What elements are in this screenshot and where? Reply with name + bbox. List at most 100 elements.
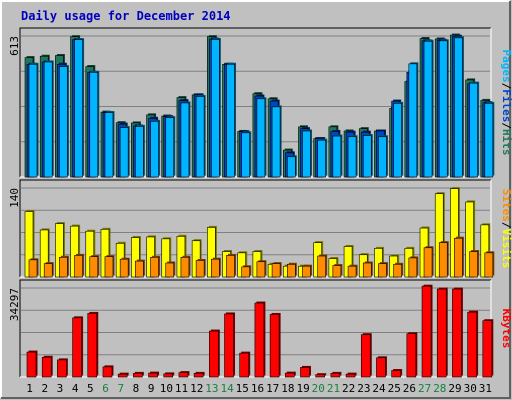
- bar-pages-day-21: [332, 135, 342, 178]
- bar-pages-day-13: [211, 39, 220, 178]
- bar-pages-day-7: [119, 127, 129, 178]
- bar-pages-day-19: [302, 130, 311, 178]
- bar-pages-day-11: [180, 102, 190, 178]
- legend-visits-sites: Sites/Visits: [500, 189, 512, 269]
- bar-sites-day-13: [211, 258, 220, 278]
- bar-kbytes-day-1: [26, 351, 37, 378]
- bar-pages-day-3: [59, 66, 68, 178]
- x-tick-label-day-23: 23: [357, 382, 370, 395]
- bar-kbytes-day-16: [254, 302, 265, 378]
- bar-pages-day-22: [347, 136, 357, 178]
- bar-pages-day-9: [150, 121, 159, 178]
- bar-sites-day-19: [302, 265, 311, 278]
- x-tick-label-day-11: 11: [175, 382, 188, 395]
- x-tick-label-day-10: 10: [160, 382, 173, 395]
- bar-sites-day-16: [256, 261, 266, 278]
- bar-pages-day-24: [378, 136, 387, 178]
- x-tick-label-day-2: 2: [41, 382, 48, 395]
- legend-separator: /: [500, 222, 512, 229]
- legend-item-sites: Sites: [500, 189, 512, 222]
- legend-item-pages: Pages: [500, 50, 512, 83]
- bar-pages-day-6: [104, 112, 114, 178]
- bar-sites-day-22: [347, 265, 357, 278]
- x-tick-label-day-21: 21: [327, 382, 340, 395]
- bar-pages-day-30: [469, 82, 478, 178]
- legend-item-hits: Hits: [500, 129, 512, 156]
- bar-shadow-kbytes: [317, 373, 327, 376]
- x-tick-label-day-22: 22: [342, 382, 355, 395]
- x-tick-label-day-9: 9: [148, 382, 155, 395]
- x-tick-label-day-24: 24: [372, 382, 386, 395]
- y-axis-max-label: 34297: [8, 288, 21, 321]
- x-tick-label-day-29: 29: [448, 382, 461, 395]
- legend-hits-files-pages: Pages/Files/Hits: [500, 50, 512, 156]
- bar-sites-day-5: [89, 256, 99, 278]
- y-axis-max-label: 613: [8, 36, 21, 56]
- panel-hits-files-pages-border-dark: [19, 27, 491, 177]
- bar-pages-day-4: [74, 39, 83, 178]
- x-tick-label-day-20: 20: [312, 382, 325, 395]
- bar-sites-day-20: [317, 255, 326, 278]
- bar-kbytes-day-31: [482, 320, 493, 378]
- bar-sites-day-15: [241, 266, 251, 278]
- x-tick-label-day-5: 5: [87, 382, 94, 395]
- x-tick-label-day-1: 1: [26, 382, 33, 395]
- bar-kbytes-day-13: [209, 330, 219, 378]
- bar-kbytes-day-21: [330, 373, 341, 378]
- bar-pages-day-23: [362, 135, 372, 178]
- panel-visits-sites-border-dark: [19, 179, 491, 277]
- x-tick-label-day-26: 26: [403, 382, 416, 395]
- chart-title: Daily usage for December 2014: [21, 9, 231, 23]
- bar-pages-day-15: [241, 132, 251, 178]
- x-tick-label-day-31: 31: [479, 382, 492, 395]
- x-tick-label-day-3: 3: [57, 382, 64, 395]
- bar-kbytes-day-24: [376, 357, 386, 378]
- y-axis-max-label: 140: [8, 188, 21, 208]
- bar-pages-day-8: [135, 126, 144, 178]
- bar-pages-day-28: [438, 40, 448, 178]
- legend-item-kbytes: KBytes: [500, 309, 512, 349]
- bar-kbytes-day-9: [148, 372, 158, 378]
- bar-sites-day-2: [43, 263, 53, 278]
- bar-pages-day-1: [28, 63, 38, 178]
- bar-sites-day-30: [469, 251, 478, 278]
- bar-sites-day-14: [226, 255, 235, 278]
- bar-sites-day-17: [271, 263, 281, 278]
- bar-kbytes-day-20: [315, 374, 325, 378]
- x-tick-label-day-30: 30: [464, 382, 477, 395]
- legend-separator: /: [500, 122, 512, 129]
- bar-kbytes-day-6: [102, 366, 113, 378]
- bar-pages-day-25: [393, 103, 402, 178]
- bar-sites-day-28: [438, 242, 448, 278]
- x-tick-label-day-25: 25: [388, 382, 401, 395]
- bar-kbytes-day-29: [452, 288, 462, 378]
- bar-pages-day-12: [195, 96, 205, 178]
- x-tick-label-day-17: 17: [266, 382, 279, 395]
- bar-kbytes-day-26: [406, 333, 417, 378]
- x-tick-label-day-27: 27: [418, 382, 431, 395]
- bar-sites-day-8: [135, 260, 144, 278]
- bar-sites-day-9: [150, 256, 159, 278]
- x-tick-label-day-8: 8: [133, 382, 140, 395]
- bar-sites-day-12: [195, 260, 205, 278]
- x-tick-label-day-16: 16: [251, 382, 264, 395]
- x-tick-label-day-14: 14: [220, 382, 234, 395]
- bar-kbytes-day-8: [133, 373, 143, 378]
- bar-kbytes-day-7: [117, 373, 128, 378]
- bar-pages-day-20: [317, 139, 326, 178]
- bar-pages-day-29: [454, 37, 463, 178]
- x-tick-label-day-6: 6: [102, 382, 109, 395]
- bar-sites-day-4: [74, 255, 83, 278]
- x-tick-label-day-15: 15: [236, 382, 249, 395]
- bar-sites-day-10: [165, 262, 175, 278]
- legend-item-files: Files: [500, 89, 512, 122]
- x-tick-label-day-19: 19: [296, 382, 309, 395]
- x-tick-label-day-7: 7: [117, 382, 124, 395]
- x-tick-label-day-12: 12: [190, 382, 203, 395]
- legend-kbytes: KBytes: [500, 309, 512, 349]
- bar-sites-day-31: [484, 252, 494, 278]
- bar-sites-day-11: [180, 256, 190, 278]
- bar-sites-day-24: [378, 263, 387, 278]
- bar-pages-day-17: [271, 106, 281, 178]
- bar-sites-day-25: [393, 263, 402, 278]
